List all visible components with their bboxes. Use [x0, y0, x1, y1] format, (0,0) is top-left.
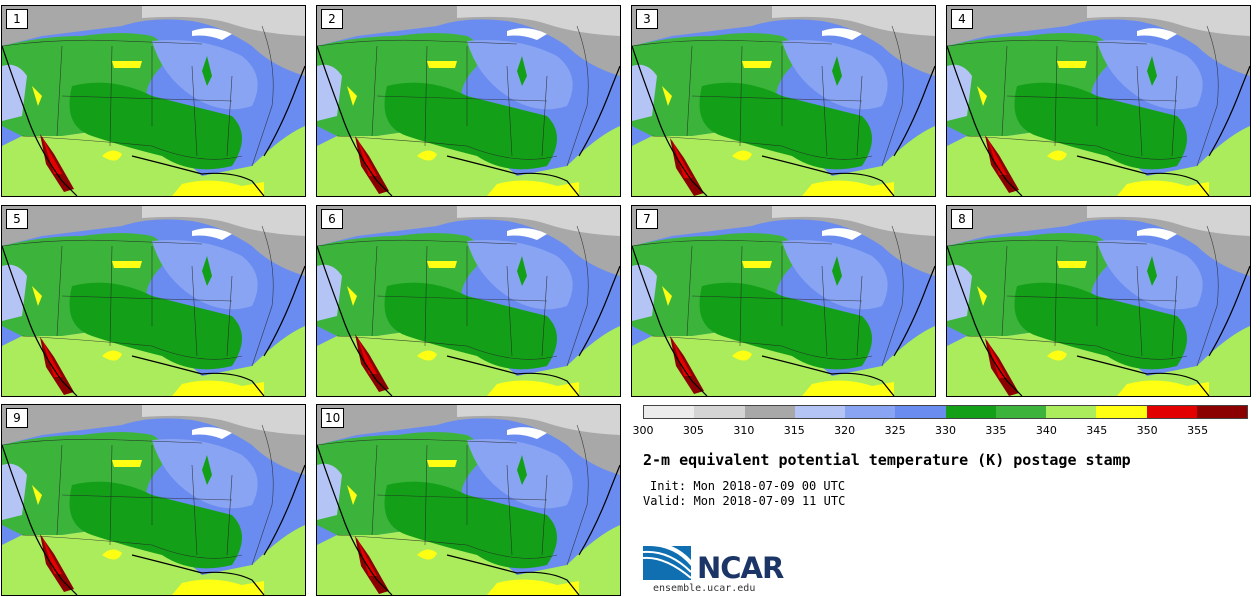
color-legend	[643, 405, 1248, 419]
ensemble-member-6: 6	[316, 205, 621, 397]
legend-swatch	[644, 406, 695, 418]
member-label: 4	[951, 9, 973, 29]
legend-swatch	[694, 406, 745, 418]
valid-time: Valid: Mon 2018-07-09 11 UTC	[643, 494, 846, 508]
site-url: ensemble.ucar.edu	[653, 583, 756, 594]
ensemble-member-9: 9	[1, 404, 306, 596]
legend-tick-label: 350	[1136, 424, 1158, 437]
legend-tick-label: 300	[632, 424, 654, 437]
legend-tick-label: 310	[733, 424, 755, 437]
legend-swatch	[995, 406, 1046, 418]
member-label: 2	[321, 9, 343, 29]
member-map	[2, 206, 305, 396]
member-map	[947, 6, 1250, 196]
legend-swatch	[1146, 406, 1197, 418]
legend-swatch	[845, 406, 896, 418]
member-label: 5	[6, 209, 28, 229]
member-label: 6	[321, 209, 343, 229]
init-time: Init: Mon 2018-07-09 00 UTC	[650, 479, 846, 493]
ensemble-member-4: 4	[946, 5, 1251, 197]
figure-title: 2-m equivalent potential temperature (K)…	[643, 451, 1131, 469]
member-label: 10	[321, 408, 345, 428]
member-map	[632, 6, 935, 196]
legend-tick-label: 315	[783, 424, 805, 437]
member-label: 3	[636, 9, 658, 29]
member-map	[2, 6, 305, 196]
legend-swatch	[1096, 406, 1147, 418]
legend-swatch	[1046, 406, 1097, 418]
legend-swatch	[945, 406, 996, 418]
member-map	[317, 6, 620, 196]
member-label: 8	[951, 209, 973, 229]
legend-tick-label: 355	[1187, 424, 1209, 437]
ensemble-member-1: 1	[1, 5, 306, 197]
legend-tick-label: 325	[884, 424, 906, 437]
ensemble-member-5: 5	[1, 205, 306, 397]
legend-tick-label: 345	[1086, 424, 1108, 437]
legend-swatch	[794, 406, 845, 418]
member-map	[317, 206, 620, 396]
legend-swatch	[895, 406, 946, 418]
ensemble-member-10: 10	[316, 404, 621, 596]
ncar-logo-icon	[643, 541, 692, 580]
member-map	[2, 405, 305, 595]
member-map	[632, 206, 935, 396]
member-map	[947, 206, 1250, 396]
legend-swatch	[744, 406, 795, 418]
legend-tick-label: 335	[985, 424, 1007, 437]
ensemble-member-8: 8	[946, 205, 1251, 397]
logo-text: NCAR	[697, 551, 784, 585]
legend-swatch	[1196, 406, 1247, 418]
member-label: 7	[636, 209, 658, 229]
legend-tick-label: 320	[834, 424, 856, 437]
legend-tick-label: 340	[1035, 424, 1057, 437]
ensemble-member-2: 2	[316, 5, 621, 197]
member-map	[317, 405, 620, 595]
member-label: 1	[6, 9, 28, 29]
legend-tick-label: 330	[935, 424, 956, 437]
ensemble-member-7: 7	[631, 205, 936, 397]
member-label: 9	[6, 408, 28, 428]
ensemble-member-3: 3	[631, 5, 936, 197]
legend-tick-label: 305	[682, 424, 704, 437]
